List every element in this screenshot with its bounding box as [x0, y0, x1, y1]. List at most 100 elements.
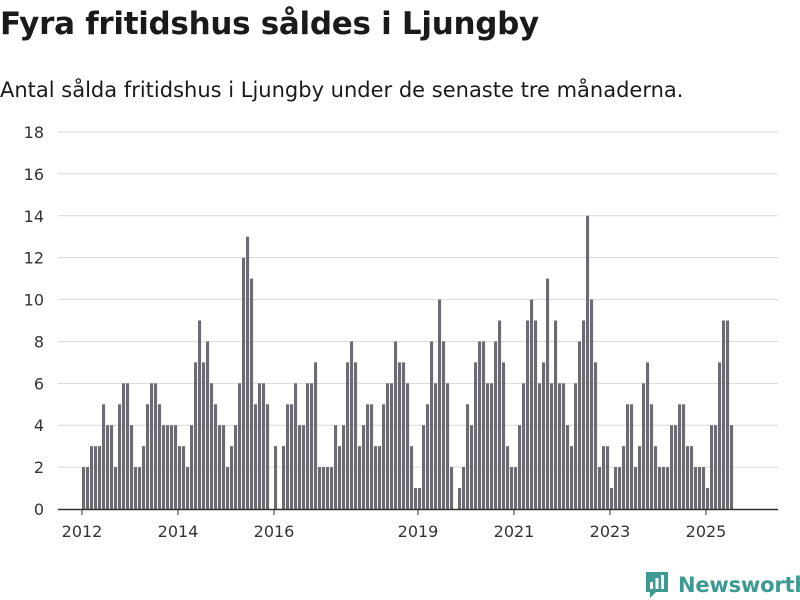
bar: [118, 404, 122, 509]
bar: [582, 320, 586, 509]
brand-logo: Newsworthy: [644, 570, 800, 600]
bar: [218, 425, 222, 509]
bar: [478, 341, 482, 509]
bar: [130, 425, 134, 509]
bar: [530, 299, 534, 509]
bar: [718, 362, 722, 509]
bar: [546, 278, 550, 509]
bar: [86, 467, 90, 509]
bar: [246, 236, 250, 509]
bar: [490, 383, 494, 509]
bar: [626, 404, 630, 509]
bar: [230, 446, 234, 509]
bar: [402, 362, 406, 509]
bar: [142, 446, 146, 509]
bar: [198, 320, 202, 509]
x-tick-label: 2025: [686, 522, 727, 541]
bar: [366, 404, 370, 509]
bar: [346, 362, 350, 509]
bar: [138, 467, 142, 509]
bar: [150, 383, 154, 509]
bar: [710, 425, 714, 509]
page-title: Fyra fritidshus såldes i Ljungby: [0, 6, 539, 42]
bar: [614, 467, 618, 509]
bar: [526, 320, 530, 509]
bar: [430, 341, 434, 509]
bar: [574, 383, 578, 509]
highlight-value-label: 4: [735, 0, 745, 4]
bar: [630, 404, 634, 509]
bar: [378, 446, 382, 509]
bar: [326, 467, 330, 509]
bar: [658, 467, 662, 509]
bar: [578, 341, 582, 509]
bar: [486, 383, 490, 509]
bar: [634, 467, 638, 509]
bar: [506, 446, 510, 509]
bar: [334, 425, 338, 509]
bar: [726, 320, 730, 509]
bar: [134, 467, 138, 509]
bar: [590, 299, 594, 509]
bar: [358, 446, 362, 509]
bar: [298, 425, 302, 509]
bar: [390, 383, 394, 509]
page-subtitle: Antal sålda fritidshus i Ljungby under d…: [0, 78, 684, 102]
bar: [114, 467, 118, 509]
bar: [286, 404, 290, 509]
bar: [126, 383, 130, 509]
bar: [162, 425, 166, 509]
bar: [554, 320, 558, 509]
bar: [282, 446, 286, 509]
bar: [258, 383, 262, 509]
y-tick-label: 12: [24, 249, 44, 268]
bar: [310, 383, 314, 509]
bar: [154, 383, 158, 509]
bar: [426, 404, 430, 509]
bar: [642, 383, 646, 509]
bar: [250, 278, 254, 509]
bar: [674, 425, 678, 509]
bar: [166, 425, 170, 509]
bar: [170, 425, 174, 509]
bar: [418, 488, 422, 509]
bar: [202, 362, 206, 509]
bar: [254, 404, 258, 509]
bar: [82, 467, 86, 509]
bar: [206, 341, 210, 509]
y-tick-label: 2: [34, 458, 44, 477]
bar: [234, 425, 238, 509]
y-tick-label: 8: [34, 332, 44, 351]
bar: [606, 446, 610, 509]
bar: [730, 425, 734, 509]
bar: [682, 404, 686, 509]
bar: [106, 425, 110, 509]
bar: [722, 320, 726, 509]
bar: [302, 425, 306, 509]
bar: [394, 341, 398, 509]
x-tick-label: 2014: [158, 522, 199, 541]
bar: [442, 341, 446, 509]
bar: [542, 362, 546, 509]
bar: [122, 383, 126, 509]
bar: [534, 320, 538, 509]
bar: [158, 404, 162, 509]
bar: [562, 383, 566, 509]
x-tick-label: 2023: [590, 522, 631, 541]
bar: [686, 446, 690, 509]
bar: [410, 446, 414, 509]
y-tick-label: 18: [24, 123, 44, 142]
bar: [210, 383, 214, 509]
bar: [450, 467, 454, 509]
bar: [462, 467, 466, 509]
bar: [94, 446, 98, 509]
bar: [706, 488, 710, 509]
bar: [90, 446, 94, 509]
bar: [406, 383, 410, 509]
x-tick-label: 2019: [398, 522, 439, 541]
bar: [398, 362, 402, 509]
bar: [186, 467, 190, 509]
bar: [474, 362, 478, 509]
bar: [190, 425, 194, 509]
bar: [610, 488, 614, 509]
